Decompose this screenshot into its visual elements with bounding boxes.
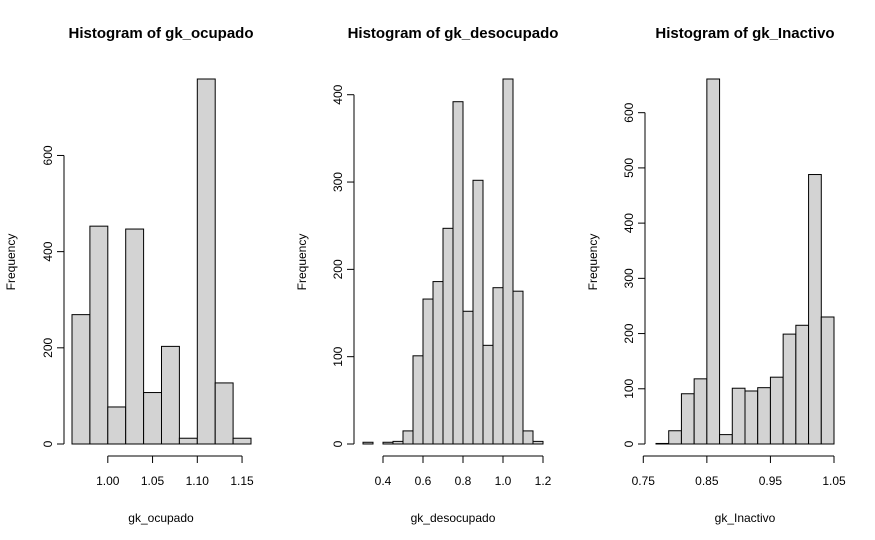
y-tick-label: 100 [622,378,636,398]
x-tick-label: 0.75 [632,474,656,488]
histogram-bar [706,78,721,445]
histogram-bar [492,287,504,445]
x-tick-label: 1.2 [535,474,552,488]
histogram-bar [769,376,784,445]
histogram-bar [125,228,145,445]
histogram-bar [362,441,374,445]
x-tick-label: 0.8 [455,474,472,488]
histogram-bar [214,382,234,445]
histogram-bar [731,387,746,445]
y-tick-label: 0 [622,440,636,447]
histogram-bar [432,281,444,445]
y-tick-label: 400 [331,84,345,104]
histogram-bar [522,430,534,445]
x-tick-label: 1.05 [822,474,846,488]
x-tick-label: 0.6 [415,474,432,488]
y-axis-label: Frequency [586,234,600,291]
histogram-bar [808,174,822,445]
histogram-bar [744,390,759,445]
histogram-bar [782,333,797,445]
y-tick-label: 0 [331,440,345,447]
histogram-bar [462,310,474,445]
histogram-bar [719,434,733,445]
y-tick-label: 500 [622,158,636,178]
y-tick-label: 300 [622,268,636,288]
histogram-bar [452,101,464,445]
histogram-bar [161,345,180,445]
histogram-bar [143,392,163,445]
histogram-bar [107,406,127,445]
y-tick-label: 100 [331,346,345,366]
y-tick-label: 300 [331,172,345,192]
x-tick-label: 0.95 [759,474,783,488]
x-tick-label: 0.4 [375,474,392,488]
histogram-bar [532,440,544,445]
histogram-bar [402,430,414,445]
x-tick-label: 1.0 [495,474,512,488]
histogram-bar [668,430,682,445]
histogram-panel-2: Histogram of gk_desocupado 0 100 200 300 400 0… [295,25,558,525]
histogram-bar [680,393,695,445]
x-tick-label: 0.85 [695,474,719,488]
chart-title: Histogram of gk_desocupado [348,25,559,42]
histogram-bar [472,179,484,445]
histogram-panel-3: Histogram of gk_Inactivo 0 100 200 300 400 500… [586,25,846,525]
y-axis-label: Frequency [4,234,18,291]
y-tick-label: 400 [622,213,636,233]
histogram-panel-1: Histogram of gk_ocupado 0 200 400 600 1.00 1.0… [4,25,254,525]
chart-title: Histogram of gk_Inactivo [655,25,834,42]
y-tick-label: 0 [41,440,55,447]
histogram-bar [196,78,216,445]
histogram-bar [422,298,434,445]
histogram-bar [757,387,771,445]
y-tick-label: 400 [41,241,55,261]
histogram-bar [482,344,494,445]
y-tick-label: 200 [41,337,55,357]
y-tick-label: 600 [41,145,55,165]
x-axis-label: gk_Inactivo [715,511,776,525]
histogram-bar [512,290,524,445]
chart-title: Histogram of gk_ocupado [68,25,253,42]
x-tick-label: 1.10 [186,474,210,488]
histogram-bar [232,437,252,445]
histogram-bar [412,355,424,445]
y-axis-label: Frequency [295,234,309,291]
x-axis-label: gk_desocupado [411,511,496,525]
histogram-bar [382,441,394,445]
y-tick-label: 600 [622,102,636,122]
x-axis-label: gk_ocupado [128,511,194,525]
histogram-bar [693,378,708,445]
histogram-bar [392,440,404,445]
histogram-bar [502,78,514,445]
y-tick-label: 200 [331,259,345,279]
y-tick-label: 200 [622,323,636,343]
x-tick-label: 1.15 [230,474,254,488]
histogram-bar [655,442,670,445]
histogram-bar [442,227,454,445]
histogram-bar [71,314,91,445]
histogram-bar [178,437,198,445]
x-tick-label: 1.00 [96,474,120,488]
histogram-bar [820,316,835,445]
histogram-bar [89,225,109,445]
x-tick-label: 1.05 [141,474,165,488]
histogram-bar [795,324,810,445]
